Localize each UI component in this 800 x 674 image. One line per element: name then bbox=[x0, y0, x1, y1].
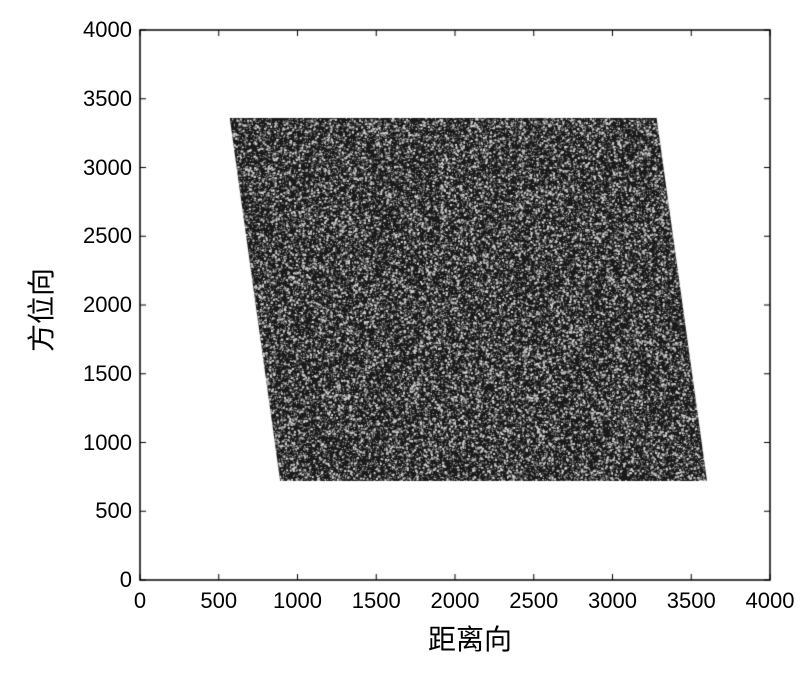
x-tick-label: 2000 bbox=[431, 588, 480, 614]
y-tick-label: 3000 bbox=[80, 155, 132, 181]
x-tick-label: 3500 bbox=[667, 588, 716, 614]
y-tick-label: 1000 bbox=[80, 430, 132, 456]
x-tick-label: 2500 bbox=[509, 588, 558, 614]
chart-container: 距离向 方位向 0 500 1000 1500 2000 2500 3000 3500 4000… bbox=[0, 0, 800, 674]
x-tick-label: 0 bbox=[134, 588, 146, 614]
y-tick-label: 500 bbox=[80, 498, 132, 524]
y-tick-label: 1500 bbox=[80, 361, 132, 387]
y-tick-label: 2000 bbox=[80, 292, 132, 318]
y-axis-label: 方位向 bbox=[20, 250, 60, 370]
x-tick-label: 3000 bbox=[588, 588, 637, 614]
x-tick-label: 1000 bbox=[273, 588, 322, 614]
x-tick-label: 4000 bbox=[746, 588, 795, 614]
y-tick-label: 3500 bbox=[80, 86, 132, 112]
x-tick-label: 500 bbox=[200, 588, 237, 614]
y-tick-label: 2500 bbox=[80, 223, 132, 249]
y-tick-label: 0 bbox=[80, 567, 132, 593]
y-tick-label: 4000 bbox=[80, 17, 132, 43]
x-tick-label: 1500 bbox=[352, 588, 401, 614]
x-axis-label: 距离向 bbox=[380, 618, 560, 658]
